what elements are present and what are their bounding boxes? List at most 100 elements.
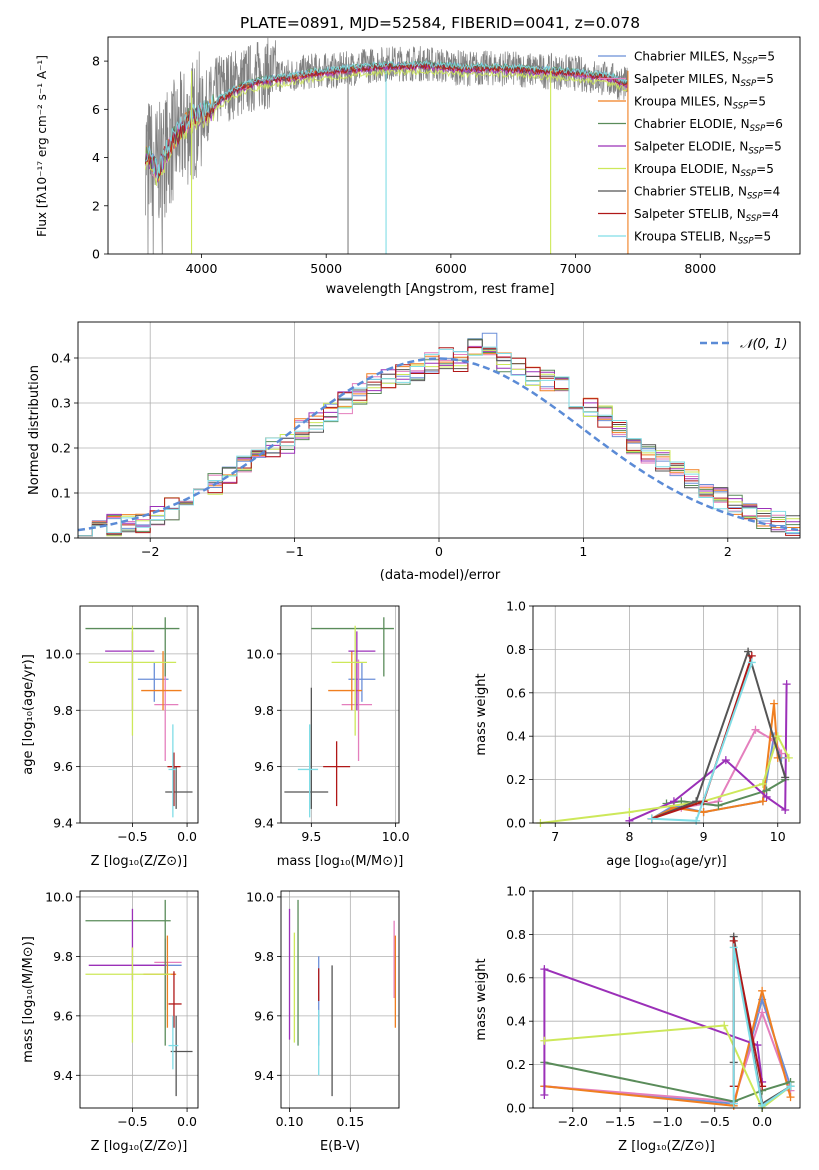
weight-marker-salpeter-elodie xyxy=(540,965,549,974)
plot-layer xyxy=(284,617,394,818)
panel-frame xyxy=(280,890,400,1109)
y-tick-label: 9.4 xyxy=(53,816,73,831)
weight-line-salpeter-miles xyxy=(544,1009,792,1103)
weight-line-salpeter-elodie xyxy=(628,684,788,822)
weight-marker-kroupa-elodie xyxy=(773,732,782,741)
x-axis-label: Z [log₁₀(Z/Z⊙)] xyxy=(91,1139,188,1154)
weight-line-salpeter-elodie xyxy=(543,967,764,1095)
tick-layer: −2.0 −1.5 −1.0 −0.5 0.0 0.0 0.2 0.4 0.6 0.8 1.0 xyxy=(506,884,772,1130)
panel-frame xyxy=(532,890,801,1109)
weight-marker-kroupa-miles xyxy=(758,986,767,995)
residuals-panel: −2 −1 0 1 2 0.0 0.1 0.2 0.3 0.4 (data-model)/erro… xyxy=(27,321,801,583)
x-axis-label: Z [log₁₀(Z/Z⊙)] xyxy=(91,854,188,869)
weight-line-kroupa-miles xyxy=(544,990,792,1107)
weight-marker-salpeter-miles xyxy=(758,1008,767,1017)
x-axis-label: mass [log₁₀(M/M⊙)] xyxy=(277,854,404,869)
mass-weight-vs-Z-panel: −2.0 −1.5 −1.0 −0.5 0.0 0.0 0.2 0.4 0.6 0.8 1.0 Z [… xyxy=(474,884,801,1154)
y-tick-label: 9.6 xyxy=(53,759,73,774)
residuals-ylabel: Normed distribution xyxy=(27,365,42,495)
weight-marker-salpeter-elodie xyxy=(762,792,771,801)
weight-marker-kroupa-miles xyxy=(786,1093,795,1102)
model-spectrum-chabrier-stelib xyxy=(144,61,628,179)
weight-marker-chabrier-stelib xyxy=(781,773,790,782)
x-tick-label: 0.15 xyxy=(336,1114,364,1129)
y-axis-label: mass [log₁₀(M/M⊙)] xyxy=(21,936,36,1063)
tick-layer: 0.10 0.15 9.4 9.6 9.8 10.0 xyxy=(246,889,364,1129)
y-tick-label: 10.0 xyxy=(246,646,274,661)
panel-frame xyxy=(79,605,199,824)
panel-frame xyxy=(280,605,400,824)
y-tick-label: 0.8 xyxy=(506,927,526,942)
observed-spectrum-line xyxy=(145,37,629,254)
y-tick-label: 9.6 xyxy=(254,759,274,774)
x-tick-label: −0.5 xyxy=(700,1114,730,1129)
x-tick-label: 0.0 xyxy=(177,1114,197,1129)
legend-label-salpeter-stelib: Salpeter STELIB, NSSP=4 xyxy=(634,207,779,224)
weight-line-kroupa-miles xyxy=(651,703,779,820)
weight-marker-kroupa-stelib xyxy=(786,1082,795,1091)
x-tick-label: −2.0 xyxy=(558,1114,588,1129)
y-tick-label: 0.0 xyxy=(506,816,526,831)
y-axis-label: mass weight xyxy=(474,673,489,755)
spectrum-ylabel: Flux [fλ10⁻¹⁷ erg cm⁻² s⁻¹ A⁻¹] xyxy=(35,55,49,237)
residuals-plot-area xyxy=(77,332,801,537)
y-tick-label: 9.8 xyxy=(254,949,274,964)
spectrum-ticks: 4000 5000 6000 7000 8000 0 2 4 6 8 xyxy=(92,54,716,276)
spectrum-panel: 4000 5000 6000 7000 8000 0 2 4 6 8 wavelength [An… xyxy=(35,36,801,297)
legend-label-chabrier-miles: Chabrier MILES, NSSP=5 xyxy=(634,50,775,67)
legend-label-chabrier-elodie: Chabrier ELODIE, NSSP=6 xyxy=(634,117,783,134)
y-tick-label: 0.8 xyxy=(506,642,526,657)
legend-label-kroupa-miles: Kroupa MILES, NSSP=5 xyxy=(634,95,766,112)
plot-layer xyxy=(288,899,397,1097)
y-tick-label: 0.4 xyxy=(506,1014,526,1029)
legend-label-salpeter-elodie: Salpeter ELODIE, NSSP=5 xyxy=(634,140,782,157)
x-tick-label: 0 xyxy=(435,544,443,559)
x-tick-label: 4000 xyxy=(186,261,218,276)
y-tick-label: 0 xyxy=(92,247,100,262)
y-tick-label: 10.0 xyxy=(246,889,274,904)
x-tick-label: 0.10 xyxy=(276,1114,304,1129)
x-tick-label: −1 xyxy=(285,544,303,559)
y-tick-label: 0.2 xyxy=(51,441,71,456)
spectrum-frame xyxy=(107,36,801,255)
mass-weight-vs-age-panel: 7 8 9 10 0.0 0.2 0.4 0.6 0.8 1.0 age [log₁₀(age/yr… xyxy=(474,599,801,869)
x-tick-label: 7 xyxy=(551,829,559,844)
weight-marker-salpeter-elodie xyxy=(782,680,791,689)
x-tick-label: −1.0 xyxy=(652,1114,682,1129)
plot-layer xyxy=(540,932,795,1112)
x-tick-label: 2 xyxy=(724,544,732,559)
weight-marker-kroupa-stelib xyxy=(647,814,656,823)
age-vs-Z-panel: −0.5 0.0 9.4 9.6 9.8 10.0 Z [log₁₀(Z/Z⊙)] age [… xyxy=(21,605,199,869)
weight-marker-kroupa-elodie xyxy=(758,779,767,788)
age-vs-mass-panel: 9.5 10.0 9.4 9.6 9.8 10.0 mass [log₁₀(M/M⊙)] xyxy=(246,605,410,869)
y-tick-label: 0.6 xyxy=(506,970,526,985)
residuals-ticks: −2 −1 0 1 2 0.0 0.1 0.2 0.3 0.4 xyxy=(51,351,732,560)
y-tick-label: 0.0 xyxy=(51,531,71,546)
x-tick-label: 7000 xyxy=(560,261,592,276)
y-tick-label: 1.0 xyxy=(506,599,526,614)
mass-vs-Z-panel: −0.5 0.0 9.4 9.6 9.8 10.0 Z [log₁₀(Z/Z⊙)] mass … xyxy=(21,889,199,1154)
y-tick-label: 9.8 xyxy=(53,703,73,718)
x-tick-label: −1.5 xyxy=(605,1114,635,1129)
x-axis-label: Z [log₁₀(Z/Z⊙)] xyxy=(618,1139,715,1154)
mass-vs-EBV-panel: 0.10 0.15 9.4 9.6 9.8 10.0 E(B-V) xyxy=(246,889,400,1154)
weight-marker-kroupa-stelib xyxy=(747,658,756,667)
tick-layer: −0.5 0.0 9.4 9.6 9.8 10.0 xyxy=(45,889,197,1129)
weight-marker-kroupa-elodie xyxy=(625,808,634,817)
y-tick-label: 10.0 xyxy=(45,646,73,661)
x-tick-label: 9 xyxy=(700,829,708,844)
panel-frame xyxy=(532,605,801,824)
weight-marker-salpeter-elodie xyxy=(669,797,678,806)
spectrum-legend: Chabrier MILES, NSSP=5 Salpeter MILES, NS… xyxy=(598,50,783,247)
y-tick-label: 10.0 xyxy=(45,889,73,904)
x-tick-label: 0.0 xyxy=(752,1114,772,1129)
weight-marker-chabrier-elodie xyxy=(714,801,723,810)
y-axis-label: age [log₁₀(age/yr)] xyxy=(21,654,36,775)
weight-marker-kroupa-stelib xyxy=(729,1099,738,1108)
x-tick-label: 9.5 xyxy=(301,829,321,844)
y-tick-label: 0.2 xyxy=(506,772,526,787)
plot-layer xyxy=(85,617,193,818)
x-tick-label: 5000 xyxy=(310,261,342,276)
weight-marker-kroupa-elodie xyxy=(784,753,793,762)
